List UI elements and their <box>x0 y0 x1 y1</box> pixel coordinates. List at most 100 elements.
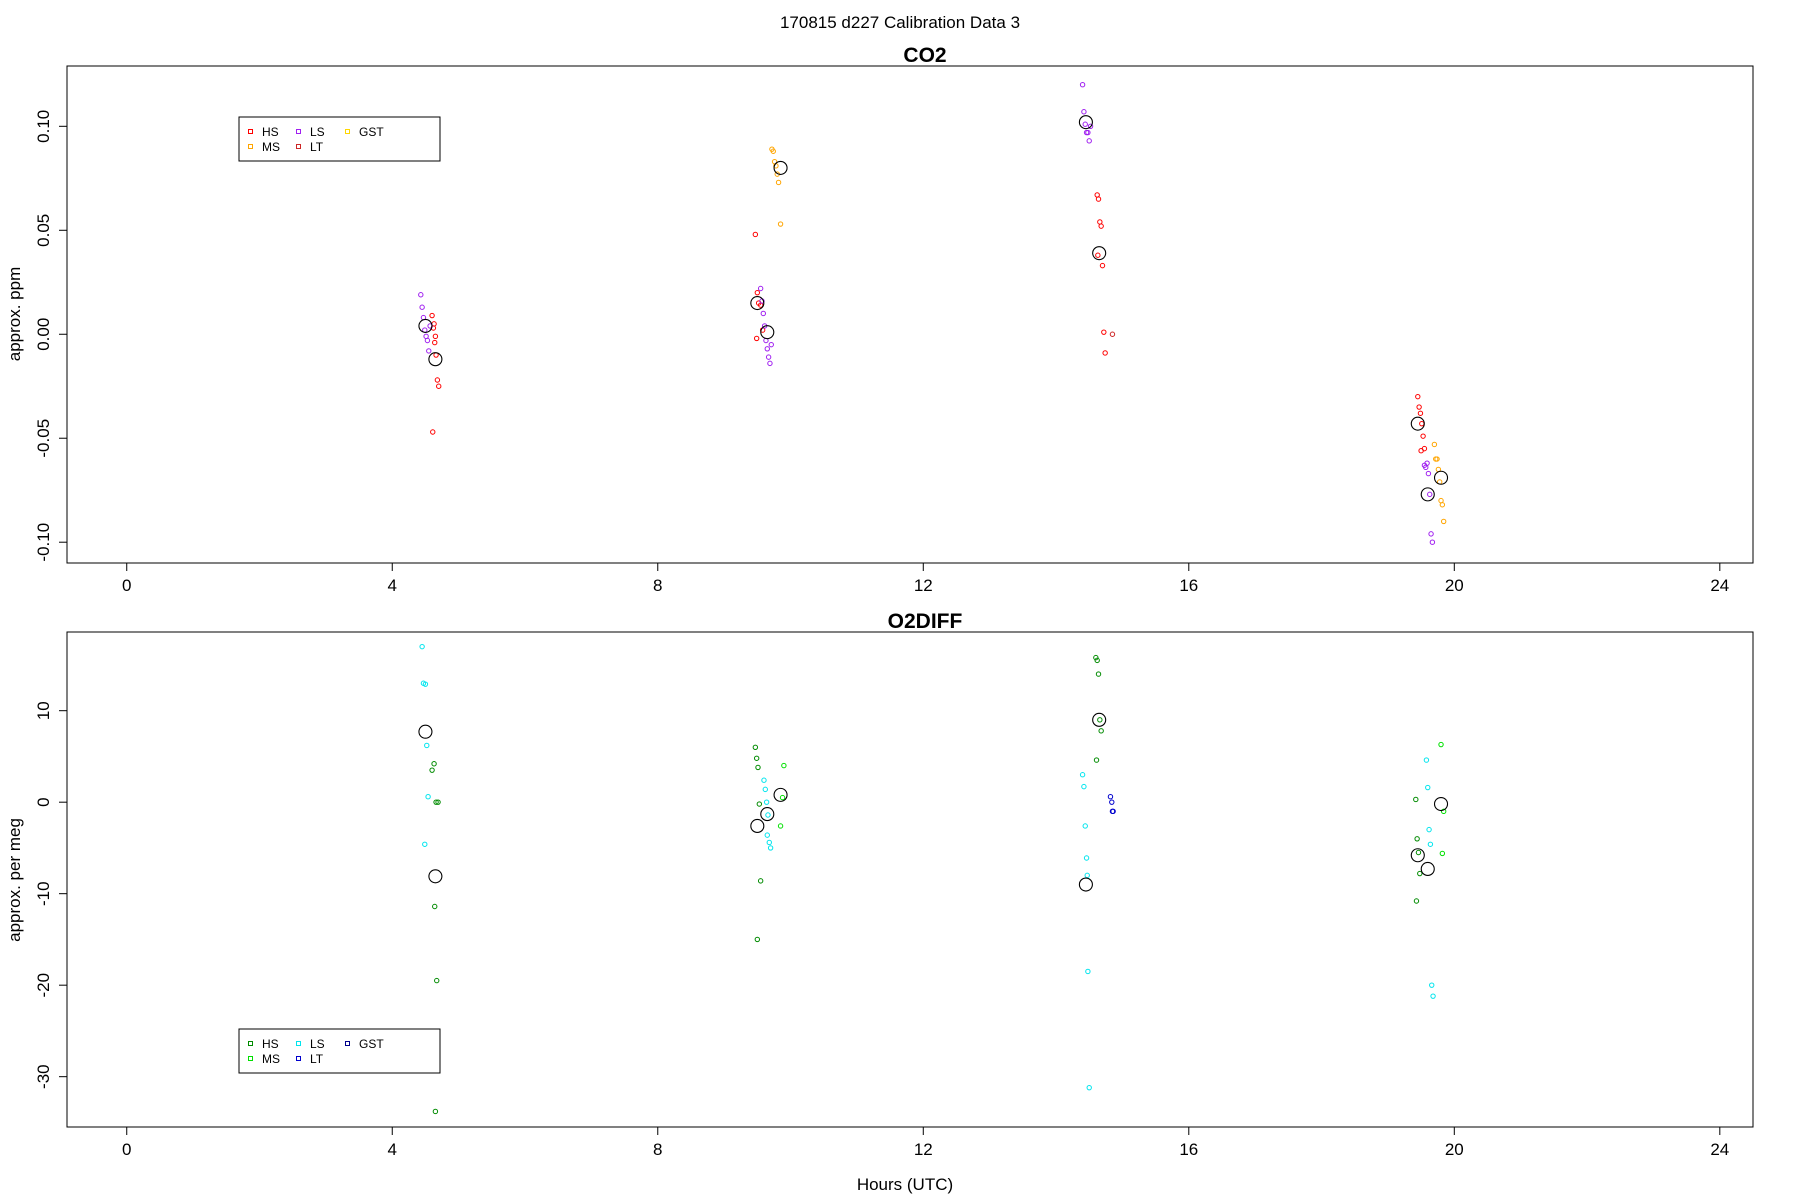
figure-title: 170815 d227 Calibration Data 3 <box>780 13 1020 32</box>
co2-point-hs <box>430 429 436 435</box>
o2diff-point-ls <box>1429 982 1435 988</box>
o2diff-x-tick-label: 12 <box>914 1140 933 1159</box>
co2-point-ms <box>1434 456 1440 462</box>
o2diff-legend-item-hs: HS <box>248 1037 279 1051</box>
o2diff-point-ls <box>1423 757 1430 763</box>
co2-point-lt <box>1109 331 1116 337</box>
co2-point-mean <box>750 296 765 311</box>
o2diff-point-lt <box>1109 808 1116 815</box>
co2-point-ls <box>1079 82 1086 88</box>
co2-legend-item-ls: LS <box>296 125 325 139</box>
o2diff-point-hs <box>1413 796 1419 803</box>
co2-legend-label-gst: GST <box>359 125 384 139</box>
o2diff-point-hs <box>755 764 761 771</box>
o2diff-x-tick-label: 8 <box>653 1140 662 1159</box>
x-axis-label: Hours (UTC) <box>857 1175 953 1194</box>
co2-point-mean <box>418 318 433 333</box>
o2diff-point-ls <box>1426 826 1432 833</box>
co2-point-ls <box>1425 470 1432 477</box>
co2-x-tick-label: 0 <box>122 576 131 595</box>
o2diff-point-ls <box>1085 968 1091 975</box>
o2diff-point-hs <box>1093 757 1100 763</box>
co2-x-tick-label: 20 <box>1445 576 1464 595</box>
co2-x-tick-label: 8 <box>653 576 662 595</box>
co2-point-ls <box>757 285 764 292</box>
co2-point-hs <box>1101 329 1107 335</box>
co2-point-ls <box>424 337 431 344</box>
co2-data-points <box>418 82 1449 545</box>
o2diff-x-tick-label: 4 <box>388 1140 397 1159</box>
o2diff-point-ls <box>1430 993 1436 999</box>
o2diff-point-hs <box>1417 870 1423 877</box>
o2diff-legend-item-ms: MS <box>248 1052 280 1066</box>
o2diff-point-hs <box>756 801 763 807</box>
co2-point-ls <box>1081 109 1087 115</box>
co2-x-axis: 0 4 8 12 16 20 24 <box>122 562 1729 595</box>
o2diff-y-axis: -30 -20 -10 0 10 <box>34 701 68 1089</box>
o2diff-point-ls <box>765 812 771 818</box>
co2-point-ls <box>1428 531 1434 537</box>
co2-point-ms <box>775 179 782 186</box>
o2diff-legend-label-gst: GST <box>359 1037 384 1051</box>
co2-point-mean <box>773 160 788 175</box>
o2diff-legend-label-lt: LT <box>310 1052 324 1066</box>
co2-point-hs <box>1420 433 1426 439</box>
co2-point-hs <box>1419 420 1425 427</box>
o2diff-point-ms <box>1440 808 1447 815</box>
o2diff-point-ls <box>1086 1084 1092 1091</box>
co2-point-hs <box>1416 404 1422 410</box>
o2diff-point-mean <box>1433 796 1449 812</box>
co2-y-tick-label: 0.00 <box>34 318 53 351</box>
co2-point-hs <box>429 312 435 319</box>
co2-point-ls <box>418 292 424 298</box>
o2diff-point-ls <box>422 681 429 687</box>
o2diff-legend-marker-hs <box>248 1041 253 1046</box>
o2diff-legend: HS MS LS LT GST <box>238 1028 441 1074</box>
o2diff-point-hs <box>757 878 764 884</box>
co2-legend-item-hs: HS <box>248 125 279 139</box>
o2diff-point-ls <box>1427 841 1434 847</box>
co2-x-tick-label: 4 <box>388 576 397 595</box>
o2diff-point-mean <box>1410 848 1425 863</box>
co2-point-mean <box>1078 115 1093 130</box>
co2-y-tick-label: -0.10 <box>34 523 53 562</box>
co2-point-hs <box>1417 410 1424 416</box>
co2-point-ms <box>777 221 784 227</box>
o2diff-point-hs <box>433 799 439 805</box>
o2diff-point-hs <box>1095 671 1102 677</box>
co2-legend-marker-lt <box>296 144 301 149</box>
co2-point-ls <box>1424 460 1430 466</box>
o2diff-x-tick-label: 20 <box>1445 1140 1464 1159</box>
co2-y-axis-label: approx. ppm <box>5 267 24 362</box>
co2-panel: CO2 approx. ppm 0 4 8 12 16 20 24 -0.10 -0.05 0.… <box>5 44 1754 595</box>
co2-point-ls <box>426 348 432 354</box>
o2diff-point-ls <box>1083 855 1090 861</box>
co2-point-ls <box>1429 539 1436 545</box>
o2diff-y-tick-label: 0 <box>34 797 53 806</box>
o2diff-point-ls <box>1079 772 1086 778</box>
o2diff-point-hs <box>431 761 437 767</box>
o2diff-point-ms <box>779 794 786 801</box>
co2-point-mean <box>1420 487 1435 502</box>
o2diff-point-mean <box>773 787 788 802</box>
co2-y-tick-label: -0.05 <box>34 419 53 458</box>
co2-point-ls <box>765 354 772 360</box>
o2diff-point-ls <box>1082 823 1088 829</box>
co2-point-hs <box>752 231 759 238</box>
o2diff-y-axis-label: approx. per meg <box>5 818 24 942</box>
o2diff-panel-title: O2DIFF <box>888 610 963 633</box>
co2-point-mean <box>1410 416 1425 431</box>
co2-point-hs <box>432 333 439 340</box>
co2-legend-item-gst: GST <box>345 125 384 139</box>
o2diff-point-hs <box>1097 717 1103 723</box>
o2diff-point-ms <box>1439 850 1446 857</box>
o2diff-x-tick-label: 0 <box>122 1140 131 1159</box>
co2-point-hs <box>1415 393 1421 400</box>
o2diff-point-mean <box>1092 712 1107 727</box>
co2-point-hs <box>754 289 761 296</box>
o2diff-point-hs <box>752 744 759 750</box>
o2diff-point-ms <box>777 823 784 829</box>
co2-point-mean <box>428 352 443 367</box>
o2diff-panel: O2DIFF approx. per meg 0 4 8 12 16 20 24 -30 -2… <box>5 610 1754 1159</box>
co2-point-ls <box>767 360 773 367</box>
